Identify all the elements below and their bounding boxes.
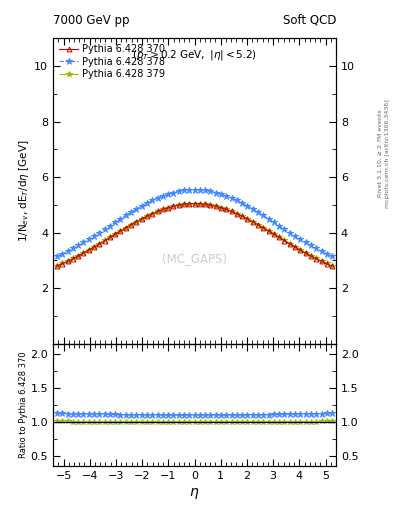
Pythia 6.428 370 (129, 222, 133, 228)
Pythia 6.428 370 (192, 201, 197, 207)
Pythia 6.428 378 (224, 193, 229, 199)
Pythia 6.428 379 (219, 205, 223, 211)
Text: (MC_GAPS): (MC_GAPS) (162, 252, 227, 265)
Pythia 6.428 370 (224, 206, 229, 212)
Legend: Pythia 6.428 370, Pythia 6.428 378, Pythia 6.428 379: Pythia 6.428 370, Pythia 6.428 378, Pyth… (57, 42, 167, 81)
X-axis label: $\eta$: $\eta$ (189, 486, 200, 501)
Pythia 6.428 378 (129, 209, 133, 215)
Pythia 6.428 379 (235, 210, 239, 217)
Pythia 6.428 370 (55, 263, 59, 269)
Text: $(p_T > 0.2\ \mathrm{GeV},\ |\eta| < 5.2)$: $(p_T > 0.2\ \mathrm{GeV},\ |\eta| < 5.2… (132, 48, 257, 61)
Pythia 6.428 370 (235, 210, 239, 217)
Pythia 6.428 370 (219, 205, 223, 211)
Pythia 6.428 378 (55, 253, 59, 260)
Pythia 6.428 378 (330, 253, 334, 260)
Pythia 6.428 379 (192, 201, 197, 207)
Pythia 6.428 378 (192, 187, 197, 193)
Pythia 6.428 379 (224, 206, 229, 212)
Pythia 6.428 379 (272, 231, 276, 237)
Line: Pythia 6.428 378: Pythia 6.428 378 (53, 186, 336, 260)
Line: Pythia 6.428 379: Pythia 6.428 379 (54, 201, 335, 269)
Text: Rivet 3.1.10, ≥ 2.7M events: Rivet 3.1.10, ≥ 2.7M events (378, 110, 383, 198)
Pythia 6.428 379 (303, 250, 308, 256)
Pythia 6.428 370 (330, 263, 334, 269)
Text: Soft QCD: Soft QCD (283, 14, 336, 27)
Y-axis label: 1/N$_{ev}$, dE$_{T}$/d$\eta$ [GeV]: 1/N$_{ev}$, dE$_{T}$/d$\eta$ [GeV] (17, 140, 31, 242)
Pythia 6.428 378 (219, 191, 223, 197)
Pythia 6.428 370 (272, 231, 276, 237)
Pythia 6.428 379 (55, 263, 59, 269)
Y-axis label: Ratio to Pythia 6.428 370: Ratio to Pythia 6.428 370 (18, 352, 28, 458)
Text: 7000 GeV pp: 7000 GeV pp (53, 14, 130, 27)
Line: Pythia 6.428 370: Pythia 6.428 370 (55, 201, 334, 269)
Pythia 6.428 370 (303, 250, 308, 256)
Text: mcplots.cern.ch [arXiv:1306.3436]: mcplots.cern.ch [arXiv:1306.3436] (385, 99, 389, 208)
Pythia 6.428 379 (330, 263, 334, 269)
Pythia 6.428 378 (235, 198, 239, 204)
Pythia 6.428 378 (272, 219, 276, 225)
Pythia 6.428 378 (303, 239, 308, 245)
Pythia 6.428 379 (129, 222, 133, 228)
